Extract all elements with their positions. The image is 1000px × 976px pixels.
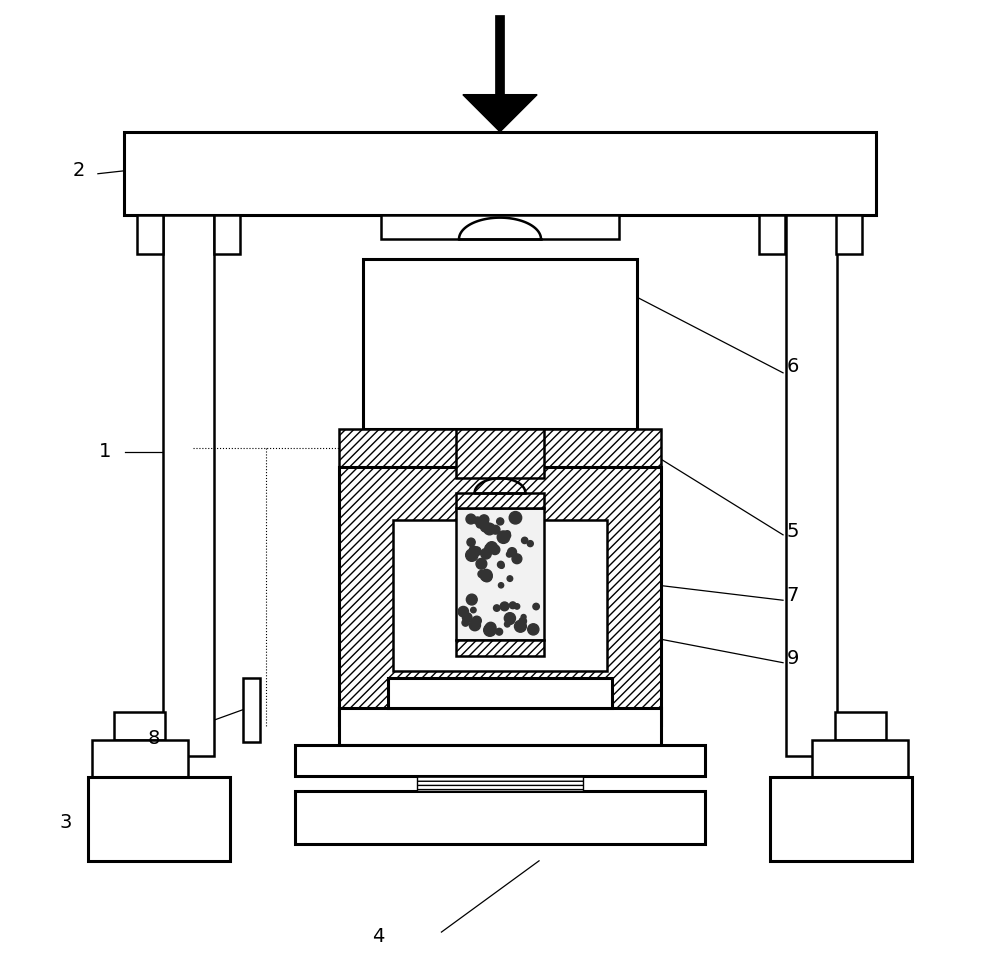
- Circle shape: [533, 603, 539, 610]
- Circle shape: [505, 533, 511, 538]
- Circle shape: [476, 558, 487, 569]
- Bar: [456, 640, 544, 656]
- Circle shape: [504, 531, 510, 537]
- Circle shape: [472, 547, 481, 555]
- Circle shape: [471, 607, 476, 613]
- Bar: [88, 777, 230, 861]
- Circle shape: [466, 549, 478, 561]
- Circle shape: [458, 606, 469, 617]
- Circle shape: [474, 517, 481, 524]
- Circle shape: [462, 613, 472, 623]
- Bar: [339, 429, 661, 467]
- Circle shape: [514, 621, 526, 632]
- Bar: [214, 215, 240, 254]
- Bar: [92, 740, 188, 777]
- Bar: [456, 429, 544, 478]
- Circle shape: [498, 583, 504, 588]
- Bar: [243, 678, 260, 742]
- Circle shape: [500, 602, 509, 611]
- Circle shape: [497, 561, 504, 568]
- Text: 3: 3: [59, 813, 72, 833]
- Circle shape: [506, 616, 514, 625]
- Bar: [417, 776, 583, 791]
- Bar: [456, 508, 544, 640]
- Circle shape: [479, 515, 489, 524]
- Circle shape: [497, 531, 510, 544]
- Circle shape: [504, 613, 515, 624]
- Circle shape: [480, 569, 492, 582]
- Bar: [124, 132, 876, 215]
- Bar: [339, 467, 661, 725]
- Circle shape: [490, 545, 500, 554]
- Polygon shape: [463, 95, 537, 132]
- Circle shape: [491, 525, 500, 534]
- Circle shape: [496, 629, 503, 635]
- Circle shape: [509, 511, 522, 524]
- Circle shape: [497, 518, 504, 525]
- Circle shape: [507, 576, 513, 582]
- Circle shape: [472, 616, 481, 626]
- Bar: [759, 215, 785, 254]
- Circle shape: [506, 551, 512, 557]
- Bar: [835, 712, 886, 740]
- Text: 1: 1: [99, 442, 111, 462]
- Circle shape: [519, 618, 526, 625]
- Bar: [393, 520, 607, 671]
- Text: 9: 9: [787, 649, 799, 669]
- Circle shape: [466, 514, 476, 524]
- Circle shape: [512, 553, 522, 564]
- Circle shape: [476, 521, 483, 528]
- Bar: [114, 712, 165, 740]
- Circle shape: [484, 523, 495, 535]
- Text: 7: 7: [787, 586, 799, 605]
- Bar: [295, 745, 705, 776]
- Circle shape: [514, 604, 520, 609]
- Bar: [163, 215, 214, 756]
- Bar: [339, 708, 661, 745]
- Text: 5: 5: [787, 522, 799, 542]
- Circle shape: [499, 563, 504, 568]
- Bar: [137, 215, 163, 254]
- Bar: [295, 791, 705, 844]
- Circle shape: [509, 602, 516, 609]
- Circle shape: [528, 624, 539, 635]
- Circle shape: [508, 548, 517, 556]
- Bar: [836, 215, 862, 254]
- Circle shape: [522, 537, 528, 544]
- Circle shape: [527, 541, 533, 547]
- Circle shape: [467, 538, 475, 547]
- Circle shape: [504, 622, 510, 627]
- Bar: [381, 215, 619, 239]
- Circle shape: [462, 619, 469, 627]
- Bar: [388, 678, 612, 708]
- Bar: [770, 777, 912, 861]
- Circle shape: [485, 623, 496, 632]
- Bar: [363, 259, 637, 429]
- Circle shape: [466, 594, 477, 605]
- Text: 8: 8: [147, 729, 160, 749]
- Circle shape: [481, 549, 491, 559]
- Circle shape: [469, 620, 480, 630]
- Circle shape: [485, 544, 494, 553]
- Text: 2: 2: [72, 161, 85, 181]
- Bar: [812, 740, 908, 777]
- Circle shape: [486, 542, 497, 553]
- Circle shape: [478, 570, 485, 578]
- Circle shape: [480, 522, 491, 532]
- Text: 4: 4: [372, 927, 384, 947]
- Circle shape: [482, 571, 492, 582]
- Bar: [786, 215, 837, 756]
- Text: 6: 6: [787, 356, 799, 376]
- Circle shape: [469, 546, 477, 553]
- Bar: [456, 493, 544, 508]
- Circle shape: [484, 624, 496, 636]
- Circle shape: [521, 615, 526, 620]
- Circle shape: [494, 605, 500, 611]
